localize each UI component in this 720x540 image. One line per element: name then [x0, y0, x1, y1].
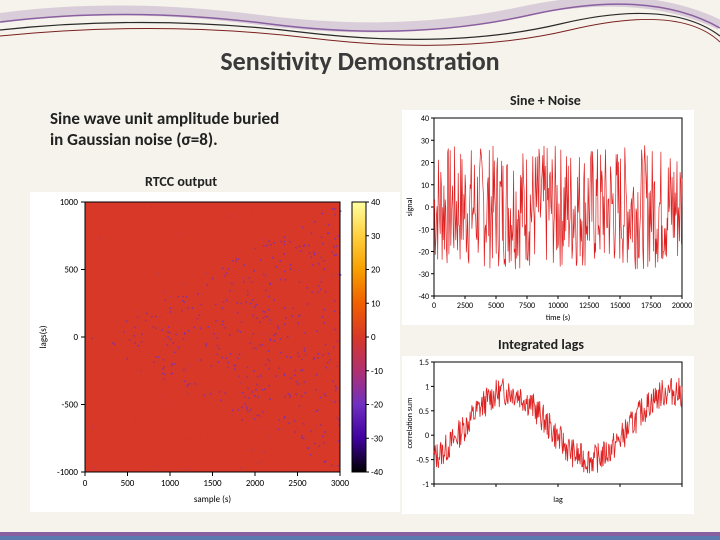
svg-text:0: 0 [73, 332, 78, 343]
svg-text:-10: -10 [371, 366, 383, 377]
svg-text:40: 40 [421, 114, 429, 124]
svg-text:-20: -20 [371, 400, 383, 411]
svg-text:500: 500 [64, 265, 78, 276]
svg-text:0: 0 [432, 301, 436, 311]
svg-text:0: 0 [371, 332, 376, 343]
svg-text:1.5: 1.5 [419, 358, 429, 368]
subtitle-line1: Sine wave unit amplitude buried [50, 108, 279, 129]
svg-text:20000: 20000 [672, 301, 692, 311]
integrated-chart: -1 -0.5 0 0.5 1 1.5 lag correlation sum [402, 356, 694, 514]
svg-text:12500: 12500 [579, 301, 599, 311]
sine-noise-label: Sine + Noise [510, 92, 581, 109]
svg-text:-1: -1 [422, 480, 429, 490]
svg-text:40: 40 [371, 197, 381, 208]
rtcc-chart: -1000-5000500100005001000150020002500300… [30, 192, 400, 512]
svg-text:30: 30 [421, 136, 429, 146]
svg-text:1000: 1000 [60, 197, 79, 208]
svg-text:lags(s): lags(s) [38, 325, 49, 348]
svg-text:0: 0 [425, 203, 429, 213]
svg-text:sample (s): sample (s) [194, 494, 232, 505]
svg-text:0: 0 [425, 431, 429, 441]
svg-text:10000: 10000 [548, 301, 568, 311]
svg-text:20: 20 [371, 265, 381, 276]
sine-noise-chart: -40 -30 -20 -10 0 10 20 30 40 0 2500 5000 7500 10000 1… [402, 110, 694, 325]
svg-text:5000: 5000 [488, 301, 504, 311]
svg-text:-30: -30 [371, 433, 383, 444]
rtcc-label: RTCC output [145, 173, 217, 190]
svg-text:17500: 17500 [641, 301, 661, 311]
svg-text:lag: lag [553, 495, 563, 505]
svg-text:-40: -40 [418, 292, 429, 302]
svg-text:1500: 1500 [203, 478, 222, 489]
svg-text:2500: 2500 [288, 478, 307, 489]
svg-text:-1000: -1000 [57, 467, 78, 478]
svg-text:-0.5: -0.5 [416, 456, 429, 466]
svg-text:7500: 7500 [519, 301, 535, 311]
svg-text:3000: 3000 [331, 478, 350, 489]
subtitle: Sine wave unit amplitude buried in Gauss… [50, 108, 279, 151]
svg-text:signal: signal [405, 198, 415, 217]
footer-decoration [0, 526, 720, 540]
svg-text:-500: -500 [62, 400, 79, 411]
svg-text:-40: -40 [371, 467, 383, 478]
svg-text:0.5: 0.5 [419, 407, 429, 417]
svg-text:-30: -30 [418, 270, 429, 280]
svg-text:-20: -20 [418, 248, 429, 258]
svg-text:-10: -10 [418, 225, 429, 235]
subtitle-line2: in Gaussian noise (σ=8). [50, 129, 279, 150]
slide-title: Sensitivity Demonstration [0, 45, 720, 77]
svg-text:2000: 2000 [246, 478, 265, 489]
svg-text:10: 10 [421, 181, 429, 191]
svg-text:30: 30 [371, 231, 381, 242]
svg-text:15000: 15000 [610, 301, 630, 311]
svg-text:1000: 1000 [161, 478, 180, 489]
svg-text:correlation sum: correlation sum [405, 398, 415, 449]
svg-text:500: 500 [121, 478, 135, 489]
integrated-label: Integrated lags [498, 336, 584, 353]
svg-text:2500: 2500 [457, 301, 473, 311]
svg-text:0: 0 [83, 478, 88, 489]
svg-text:20: 20 [421, 159, 429, 169]
svg-text:10: 10 [371, 298, 381, 309]
svg-text:time (s): time (s) [546, 313, 571, 323]
svg-text:1: 1 [425, 382, 429, 392]
